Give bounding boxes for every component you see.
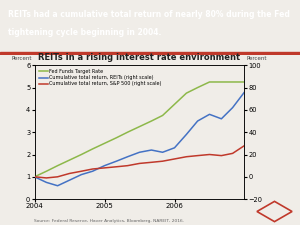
Text: REITs had a cumulative total return of nearly 80% during the Fed: REITs had a cumulative total return of n… [8, 10, 290, 19]
Text: Percent: Percent [247, 56, 267, 61]
Bar [0, 52, 300, 55]
Title: REITs in a rising interest rate environment: REITs in a rising interest rate environm… [38, 53, 241, 62]
Legend: Fed Funds Target Rate, Cumulative total return, REITs (right scale), Cumulative : Fed Funds Target Rate, Cumulative total … [39, 69, 162, 86]
Text: Percent: Percent [12, 56, 32, 61]
Text: tightening cycle beginning in 2004.: tightening cycle beginning in 2004. [8, 28, 161, 36]
Text: Source: Federal Reserve, Haver Analytics, Bloomberg, NAREIT, 2016.: Source: Federal Reserve, Haver Analytics… [34, 219, 184, 223]
